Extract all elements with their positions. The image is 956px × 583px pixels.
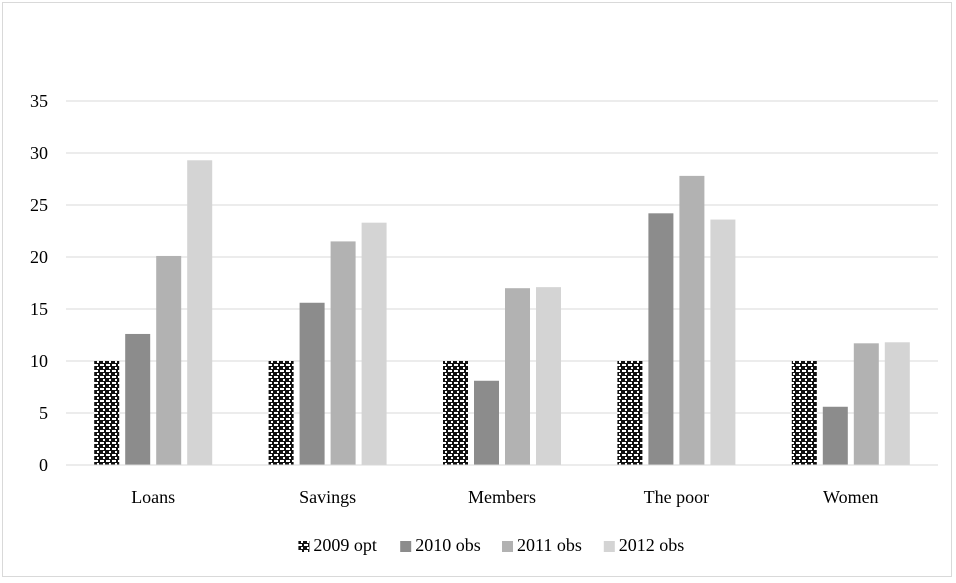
y-tick-label: 25 xyxy=(30,195,48,215)
x-tick-label: Loans xyxy=(131,487,175,507)
bar-2009-opt-members xyxy=(443,361,468,465)
bar-2011-obs-members xyxy=(505,288,530,465)
bar-2009-opt-the-poor xyxy=(617,361,643,465)
y-tick-label: 30 xyxy=(30,143,48,163)
bar-2010-obs-savings xyxy=(299,302,325,465)
bar-2010-obs-women xyxy=(822,406,848,465)
legend-label: 2012 obs xyxy=(619,535,685,555)
legend: 2009 opt 2010 obs 2011 obs 2012 obs xyxy=(298,535,684,555)
legend-label: 2009 opt xyxy=(313,535,377,555)
bar-2010-obs-loans xyxy=(125,333,151,465)
bar-2012-obs-members xyxy=(536,287,561,465)
bar-2012-obs-the-poor xyxy=(710,219,736,465)
bar-2012-obs-loans xyxy=(187,160,213,465)
y-tick-label: 10 xyxy=(30,351,48,371)
bar-2009-opt-women xyxy=(791,361,817,465)
bar-2011-obs-women xyxy=(853,343,879,465)
y-tick-label: 0 xyxy=(39,455,48,475)
x-tick-label: Savings xyxy=(299,487,356,507)
x-tick-label: Women xyxy=(823,487,879,507)
legend-swatch xyxy=(400,541,412,552)
bar-2011-obs-savings xyxy=(330,241,356,465)
bar-2011-obs-the-poor xyxy=(679,175,705,465)
y-tick-label: 20 xyxy=(30,247,48,267)
x-tick-label: The poor xyxy=(644,487,709,507)
x-tick-label: Members xyxy=(468,487,536,507)
y-axis-ticks: 0 5 10 15 20 25 30 35 xyxy=(30,91,48,475)
bar-2009-opt-loans xyxy=(94,361,120,465)
legend-swatch xyxy=(298,541,310,552)
bars xyxy=(94,160,910,465)
bar-chart: 0 5 10 15 20 25 30 35 Loans Savings Members The po… xyxy=(30,91,938,555)
bar-2012-obs-savings xyxy=(361,222,387,465)
bar-2012-obs-women xyxy=(884,342,910,465)
bar-2010-obs-the-poor xyxy=(648,213,674,465)
legend-label: 2010 obs xyxy=(415,535,481,555)
bar-2011-obs-loans xyxy=(156,255,182,465)
y-tick-label: 5 xyxy=(39,403,48,423)
bar-2009-opt-savings xyxy=(268,361,294,465)
legend-label: 2011 obs xyxy=(517,535,582,555)
bar-2010-obs-members xyxy=(474,380,499,465)
y-tick-label: 15 xyxy=(30,299,48,319)
y-tick-label: 35 xyxy=(30,91,48,111)
legend-swatch xyxy=(603,541,615,552)
x-axis-ticks: Loans Savings Members The poor Women xyxy=(131,487,878,507)
legend-swatch xyxy=(502,541,513,552)
